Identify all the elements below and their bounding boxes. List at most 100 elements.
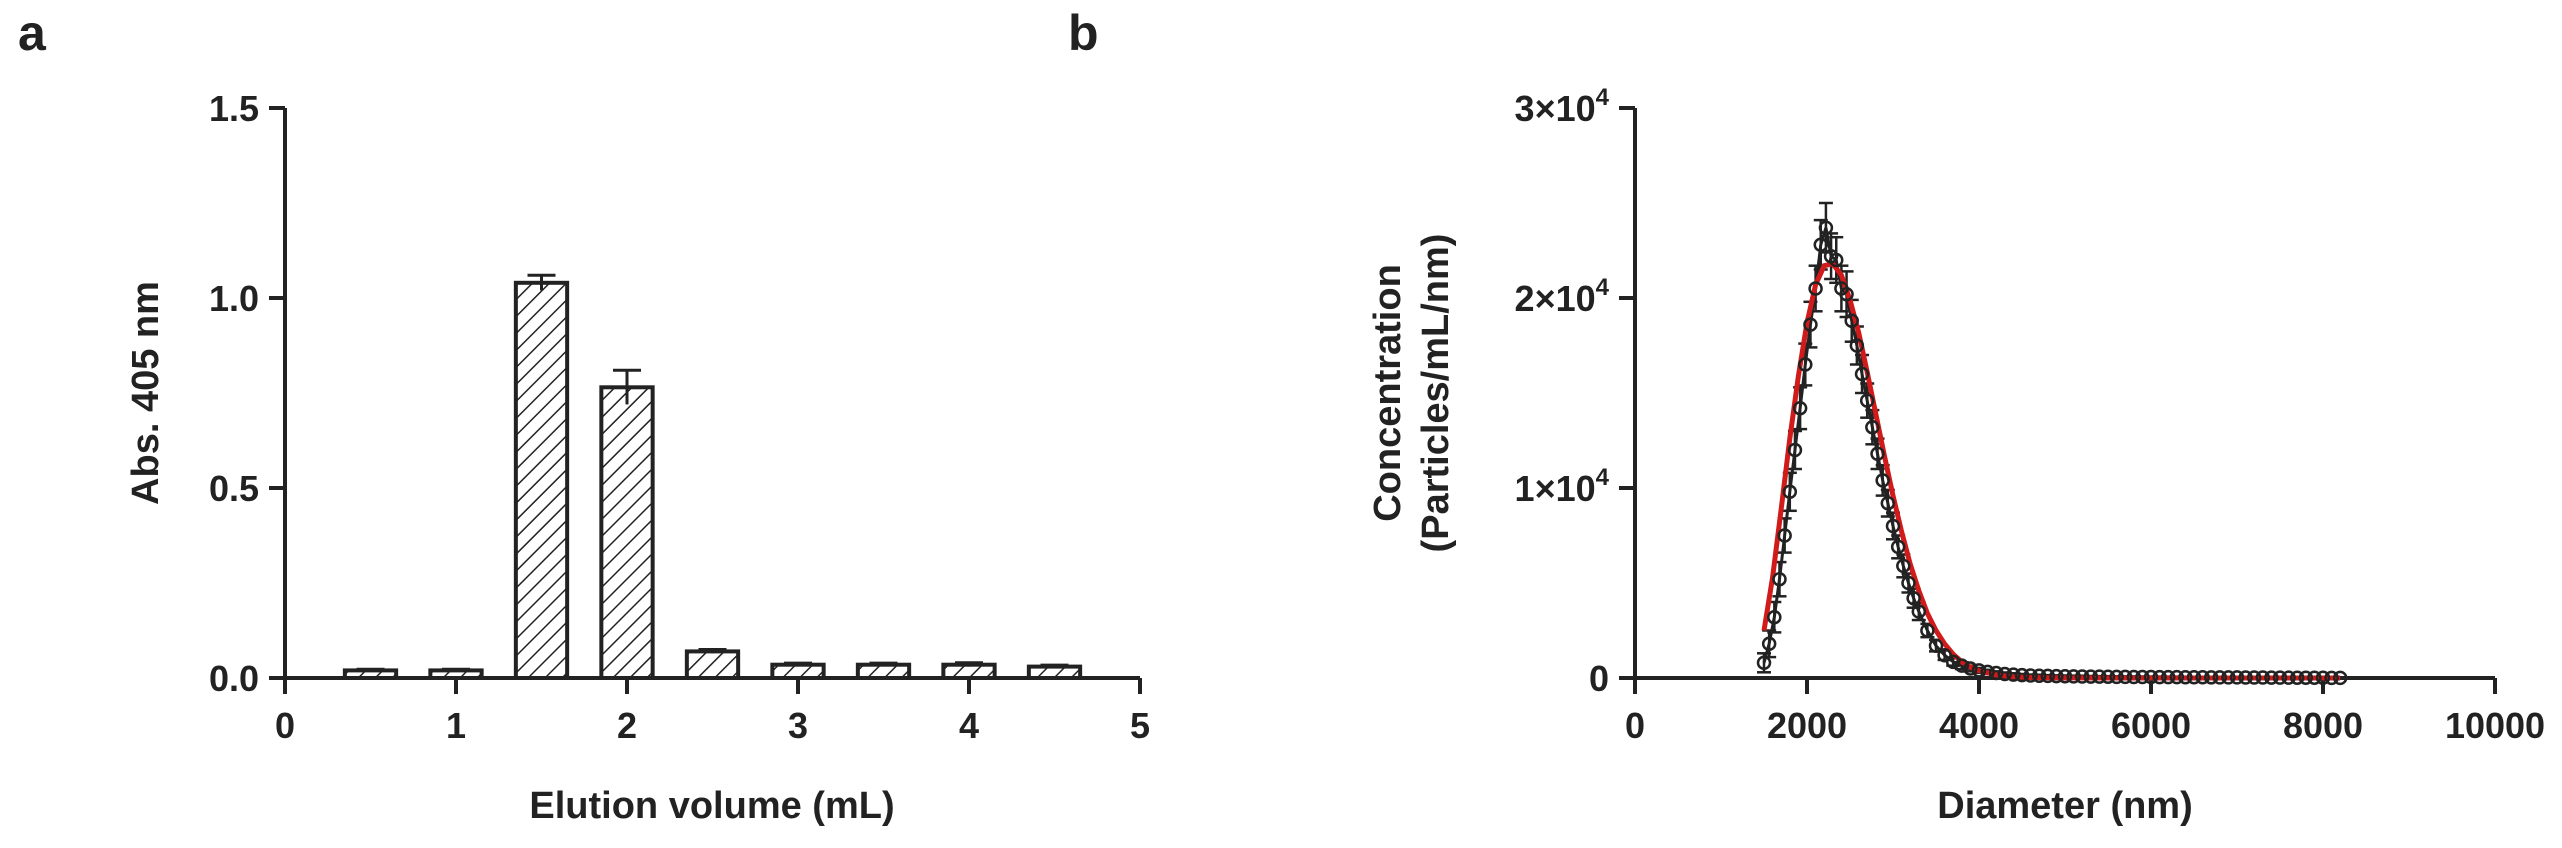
data-point: [2109, 669, 2124, 685]
data-point: [1920, 623, 1935, 638]
data-point: [2040, 668, 2056, 684]
x-axis-title: Elution volume (mL): [529, 785, 894, 827]
data-point: [1890, 539, 1906, 555]
data-point: [2315, 670, 2331, 686]
data-point: [2014, 667, 2030, 683]
data-point: [2083, 669, 2099, 684]
data-point: [2298, 670, 2314, 685]
panel-letter-a: a: [18, 5, 46, 61]
data-point: [2006, 667, 2021, 682]
data-point: [2212, 670, 2228, 685]
error-bar-group: [1757, 201, 2348, 680]
data-point: [1787, 442, 1803, 458]
data-point: [1980, 664, 1995, 680]
data-point: [2117, 669, 2133, 685]
x-tick-label: 3: [788, 705, 808, 746]
data-point: [2126, 669, 2142, 685]
x-tick-label: 4: [959, 705, 979, 746]
x-tick-group: 0 2000 4000 6000 8000 10000: [1625, 678, 2545, 746]
data-point: [1954, 658, 1970, 673]
data-point: [2272, 670, 2288, 685]
x-tick-label: 8000: [2283, 705, 2363, 746]
y-tick-group: 0.0 0.5 1.0 1.5: [209, 88, 285, 699]
data-point: [1928, 638, 1944, 653]
data-point: [2178, 669, 2193, 685]
data-point: [1813, 237, 1829, 253]
y-axis-title-line1: Concentration: [1367, 264, 1409, 522]
data-point: [2031, 668, 2047, 683]
x-axis-title: Diameter (nm): [1937, 785, 2193, 827]
data-point: [1777, 528, 1792, 543]
panel-letter-b: b: [1068, 5, 1099, 61]
y-tick-label: 0.0: [209, 658, 259, 699]
bar: [599, 385, 655, 680]
y-tick-label: 1×104: [1515, 464, 1610, 509]
data-point: [2057, 669, 2073, 684]
data-point: [2169, 669, 2185, 685]
data-point: [2229, 670, 2245, 685]
data-point: [2152, 669, 2167, 685]
y-tick-group: 0 1×104 2×104 3×104: [1515, 84, 1635, 699]
y-tick-label: 0.5: [209, 468, 259, 509]
x-tick-label: 0: [1625, 705, 1645, 746]
data-point: [2160, 669, 2176, 685]
data-point: [1772, 571, 1787, 587]
data-point: [1945, 654, 1961, 670]
data-point-group: [1756, 220, 2348, 686]
x-tick-label: 1: [446, 705, 466, 746]
data-point: [1854, 366, 1870, 382]
bar: [513, 280, 570, 680]
data-point: [2074, 669, 2090, 684]
y-tick-label: 3×104: [1515, 84, 1610, 129]
data-point: [1865, 419, 1880, 435]
data-point: [2143, 669, 2159, 685]
bar: [1026, 664, 1083, 680]
data-point: [2289, 670, 2305, 685]
data-point: [1896, 558, 1911, 574]
data-point: [1756, 655, 1772, 671]
data-point: [1798, 357, 1813, 372]
y-axis-title: Abs. 405 nm: [125, 281, 167, 505]
x-tick-label: 2000: [1767, 705, 1847, 746]
y-tick-label: 1.5: [209, 88, 259, 129]
x-tick-label: 4000: [1939, 705, 2019, 746]
data-point: [2135, 669, 2150, 685]
data-point: [1808, 281, 1823, 296]
x-tick-label: 5: [1130, 705, 1150, 746]
x-tick-label: 6000: [2111, 705, 2191, 746]
data-point: [1767, 609, 1782, 625]
x-tick-label: 2: [617, 705, 637, 746]
data-point: [1844, 313, 1859, 329]
data-point: [1859, 393, 1875, 408]
data-point: [2066, 669, 2081, 684]
x-tick-group: 0 1 2 3 4 5: [275, 678, 1150, 746]
data-point: [1870, 446, 1885, 462]
data-point: [1901, 575, 1916, 591]
y-tick-label: 1.0: [209, 278, 259, 319]
data-point: [1875, 473, 1890, 488]
data-point: [2246, 670, 2262, 685]
data-point: [1885, 518, 1901, 534]
data-point: [1828, 252, 1844, 268]
bar: [941, 662, 997, 681]
y-axis-title-line2: (Particles/mL/nm): [1415, 234, 1457, 553]
data-point: [2238, 670, 2253, 685]
data-point: [1988, 665, 2004, 681]
bar: [428, 668, 484, 681]
data-point: [2307, 670, 2322, 686]
bar: [855, 662, 912, 681]
data-point: [2023, 668, 2038, 683]
data-point: [1906, 590, 1921, 606]
data-point: [1880, 495, 1896, 511]
data-point: [2264, 670, 2279, 685]
data-point: [1963, 661, 1978, 676]
data-point: [2255, 670, 2271, 685]
data-point: [2195, 670, 2210, 685]
data-point: [2203, 670, 2219, 685]
x-tick-label: 10000: [2445, 705, 2545, 746]
data-point: [1782, 484, 1798, 500]
data-point: [1997, 666, 2013, 682]
x-tick-label: 0: [275, 705, 295, 746]
